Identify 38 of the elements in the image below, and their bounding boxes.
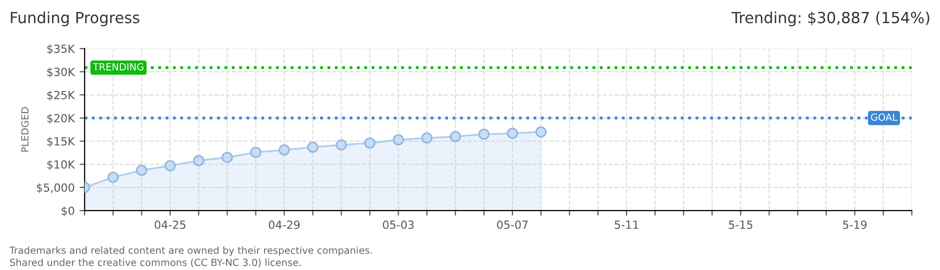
point [193, 155, 204, 166]
text: Shared under the creative commons (CC BY-NC 3.0) license. [10, 258, 301, 268]
x-tick-label: 04-25 [154, 220, 186, 229]
point [392, 134, 404, 146]
y-tick-label: $20K [47, 114, 76, 124]
point [535, 126, 547, 138]
point [450, 130, 461, 142]
point [108, 172, 119, 183]
point [478, 128, 490, 140]
x-tick-label: 5-11 [614, 220, 638, 229]
y-tick-label: $0 [62, 206, 74, 216]
point [336, 139, 347, 150]
point [421, 132, 432, 144]
x-tick-label: 5-19 [843, 220, 867, 229]
chart-subtitle: Trending: $30,887 (154%) [731, 12, 930, 26]
y-tick-label: $10K [47, 160, 76, 170]
point [164, 160, 176, 172]
x-tick-label: 5-15 [728, 220, 752, 229]
point [136, 164, 148, 176]
ref-line-label: TRENDING [92, 63, 144, 70]
y-tick-label: $25K [47, 90, 76, 101]
x-tick-label: 05-07 [497, 220, 528, 229]
y-axis-title: PLEDGED [21, 107, 29, 152]
y-tick-label: $30K [47, 68, 76, 78]
point [278, 144, 290, 156]
point [222, 152, 233, 163]
y-tick-label: $15K [47, 136, 76, 148]
x-tick-label: 05-03 [382, 220, 414, 229]
y-tick-label: $5,000 [36, 183, 74, 194]
ref-line-label: GOAL [870, 113, 898, 121]
x-tick-label: 04-29 [268, 220, 300, 229]
point [250, 146, 262, 158]
point [364, 137, 376, 149]
point [506, 128, 518, 139]
point [307, 142, 318, 153]
y-tick-label: $35K [47, 44, 76, 54]
text: Trademarks and related content are owned by their respective companies. [9, 246, 372, 256]
chart-title: Funding Progress [10, 12, 140, 26]
